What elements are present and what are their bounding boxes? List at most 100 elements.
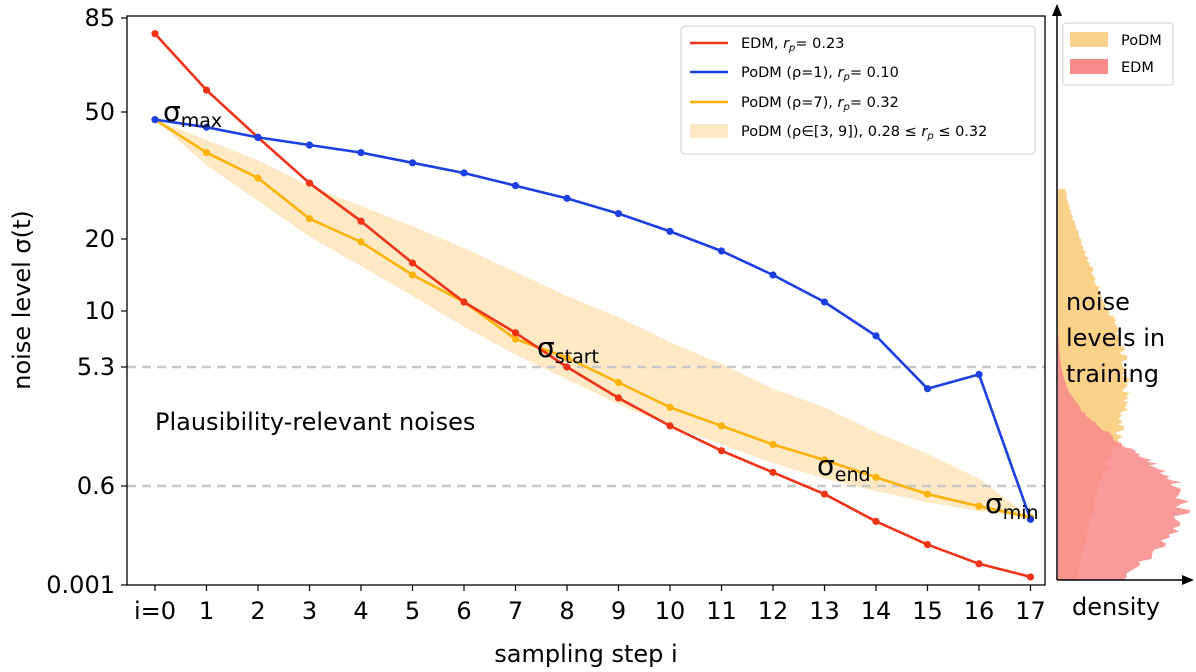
- data-point: [460, 298, 468, 306]
- density-panel: PoDM EDM noise levels in training densit…: [1052, 4, 1194, 621]
- data-point: [460, 169, 468, 177]
- x-tick-label: 7: [508, 597, 523, 625]
- data-point: [923, 385, 932, 393]
- data-point: [666, 422, 674, 430]
- data-point: [872, 517, 880, 525]
- x-tick-label: 14: [861, 597, 892, 625]
- data-point: [511, 182, 520, 190]
- data-point: [511, 329, 520, 337]
- x-tick-label: 9: [611, 597, 626, 625]
- data-point: [614, 394, 623, 402]
- x-tick-label: 17: [1015, 597, 1046, 625]
- x-tick-label: i=0: [134, 597, 176, 625]
- density-label: density: [1072, 593, 1160, 621]
- legend-podm1-label: PoDM (ρ=1), rp= 0.10: [741, 65, 899, 83]
- x-tick-label: 1: [199, 597, 214, 625]
- data-point: [820, 490, 829, 498]
- legend-podm7-label: PoDM (ρ=7), rp= 0.32: [741, 95, 899, 113]
- data-point: [563, 363, 571, 371]
- data-point: [872, 473, 880, 481]
- data-point: [717, 447, 726, 455]
- data-point: [666, 227, 674, 235]
- series-line: [154, 118, 1031, 519]
- data-point: [666, 403, 674, 411]
- data-point: [254, 174, 262, 182]
- x-tick-label: 13: [809, 597, 840, 625]
- side-legend-podm-label: PoDM: [1121, 33, 1162, 49]
- annot-sigma-min: σmin: [985, 487, 1039, 524]
- data-point: [151, 30, 159, 38]
- data-point: [357, 238, 365, 246]
- annot-sigma-end: σend: [817, 449, 871, 486]
- legend-box: [680, 25, 1036, 155]
- data-point: [975, 502, 983, 510]
- data-point: [872, 332, 880, 340]
- data-point: [254, 133, 262, 141]
- y-tick-label: 50: [84, 98, 115, 126]
- side-legend-edm-swatch: [1070, 59, 1108, 74]
- y-tick-label: 0.001: [46, 571, 115, 599]
- x-tick-label: 2: [250, 597, 265, 625]
- data-point: [614, 378, 623, 387]
- side-text-line3: training: [1066, 360, 1159, 388]
- x-tick-label: 8: [559, 597, 574, 625]
- plot-frame: [126, 15, 1046, 586]
- data-point: [563, 354, 571, 362]
- density-x-arrow-icon: [1182, 575, 1194, 585]
- y-tick-label: 20: [84, 225, 115, 253]
- data-point: [357, 149, 365, 157]
- x-tick-label: 12: [758, 597, 789, 625]
- legend-edm-label: EDM, rp= 0.23: [741, 36, 844, 54]
- data-point: [1026, 515, 1035, 523]
- data-point: [975, 560, 983, 568]
- x-tick-label: 15: [912, 597, 943, 625]
- y-tick-label: 0.6: [77, 472, 115, 500]
- density-area: [1058, 188, 1191, 580]
- side-text-line1: noise: [1066, 288, 1130, 316]
- legend-band-swatch: [690, 124, 728, 138]
- data-point: [923, 540, 932, 549]
- y-tick-label: 5.3: [77, 353, 115, 381]
- data-point: [820, 298, 829, 306]
- data-point: [769, 271, 777, 279]
- data-point: [357, 217, 365, 225]
- y-axis-label: noise level σ(t): [8, 210, 36, 390]
- data-point: [408, 159, 417, 167]
- data-point: [1026, 573, 1035, 581]
- y-tick-label: 10: [84, 297, 115, 325]
- band-podm-rho-range: [155, 119, 1031, 518]
- x-axis-label: sampling step i: [494, 640, 677, 668]
- x-tick-label: 5: [405, 597, 420, 625]
- data-point: [614, 210, 623, 218]
- series-line: [154, 32, 1031, 579]
- data-point: [820, 456, 829, 464]
- series-podm-1-: [151, 116, 1035, 523]
- data-point: [305, 179, 314, 187]
- x-tick-label: 6: [456, 597, 471, 625]
- legend: EDM, rp= 0.23 PoDM (ρ=1), rp= 0.10 PoDM …: [680, 25, 1036, 155]
- data-point: [408, 259, 417, 267]
- x-tick-label: 3: [302, 597, 317, 625]
- density-hist-group: [1058, 188, 1191, 580]
- data-point: [769, 468, 777, 476]
- data-point: [769, 440, 777, 449]
- side-legend-podm-swatch: [1070, 32, 1108, 47]
- side-text-line2: levels in: [1066, 324, 1165, 352]
- y-tick-label: 85: [84, 4, 115, 32]
- data-point: [563, 194, 571, 202]
- data-point: [923, 490, 932, 498]
- data-point: [717, 247, 726, 255]
- series-line: [154, 118, 1032, 520]
- legend-band-label: PoDM (ρ∈[3, 9]), 0.28 ≤ rp ≤ 0.32: [741, 124, 987, 142]
- x-tick-label: 10: [655, 597, 686, 625]
- data-point: [202, 123, 211, 131]
- data-point: [511, 335, 520, 343]
- x-tick-label: 16: [964, 597, 995, 625]
- data-point: [151, 116, 159, 124]
- y-ticks: 85 50 20 10 5.3 0.6 0.001: [46, 4, 127, 599]
- data-point: [305, 215, 314, 223]
- x-tick-label: 11: [706, 597, 737, 625]
- data-point: [975, 370, 983, 379]
- density-edm: [1058, 188, 1191, 580]
